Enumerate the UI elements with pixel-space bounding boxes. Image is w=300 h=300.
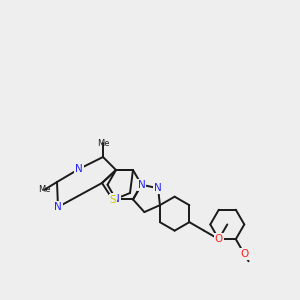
Text: N: N — [138, 180, 146, 190]
Text: O: O — [215, 234, 223, 244]
Text: S: S — [110, 195, 116, 205]
Text: Me: Me — [38, 185, 50, 194]
Text: N: N — [138, 180, 146, 190]
Text: N: N — [112, 194, 120, 204]
Text: N: N — [154, 183, 162, 193]
Text: O: O — [240, 249, 248, 259]
Text: N: N — [75, 164, 83, 174]
Text: N: N — [54, 202, 62, 212]
Text: Me: Me — [97, 139, 109, 148]
